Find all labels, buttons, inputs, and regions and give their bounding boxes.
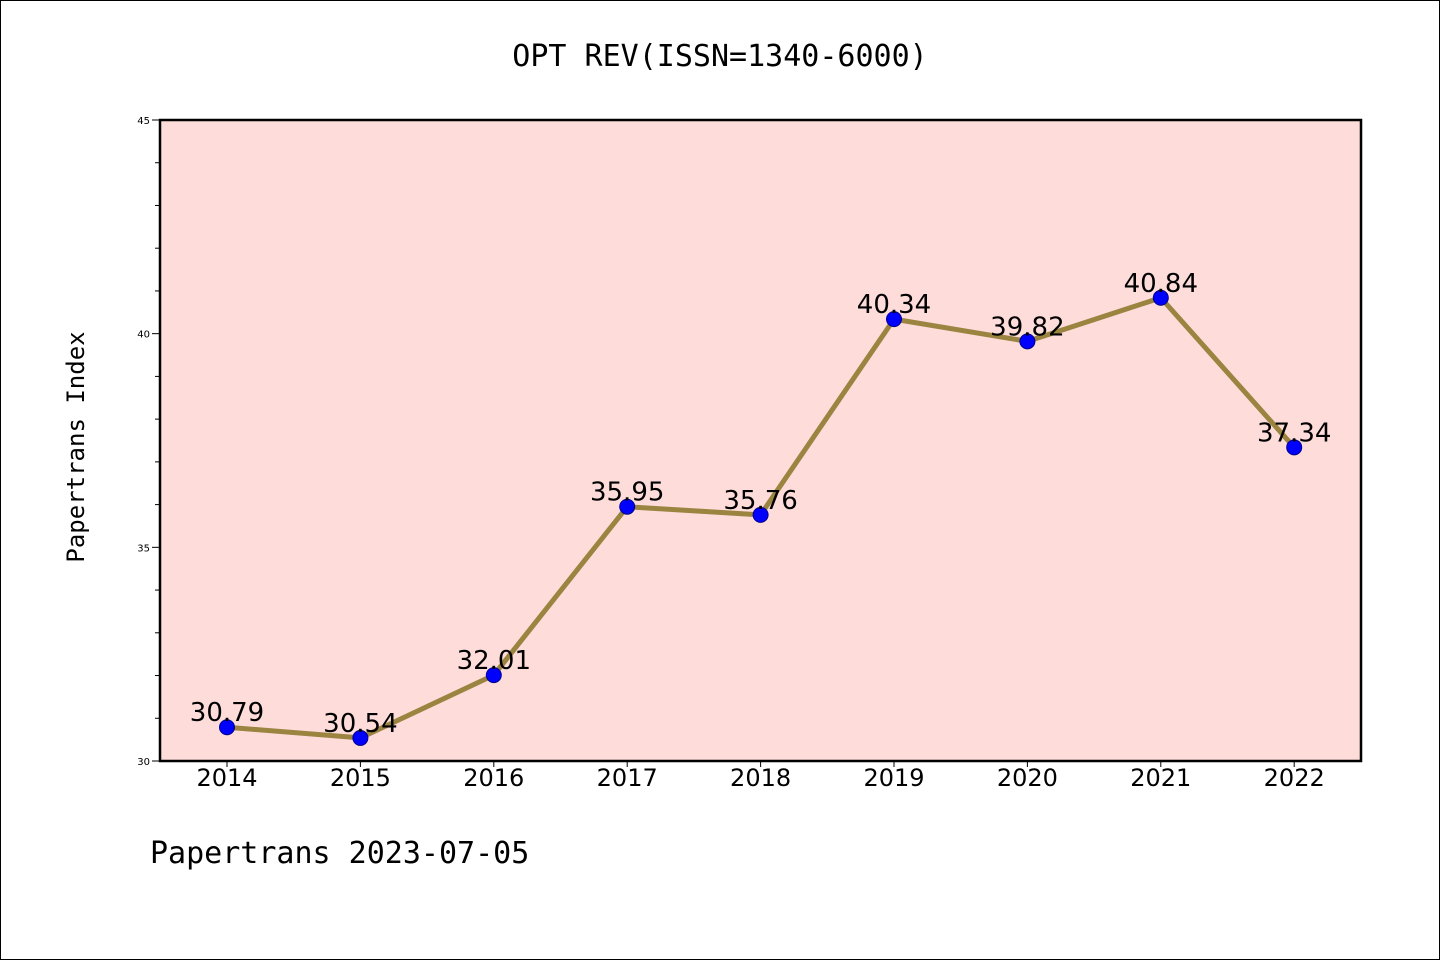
data-label: 37.34 — [1257, 418, 1331, 448]
data-label: 40.34 — [857, 290, 931, 320]
y-tick-label: 35 — [137, 543, 150, 554]
x-tick-label: 2022 — [1264, 764, 1325, 792]
y-tick-label: 40 — [137, 330, 150, 341]
data-label: 40.84 — [1124, 269, 1198, 299]
chart-title: OPT REV(ISSN=1340-6000) — [512, 39, 927, 74]
x-tick-label: 2014 — [196, 764, 257, 792]
y-axis-label: Papertrans Index — [62, 331, 90, 562]
data-label: 30.54 — [323, 709, 397, 739]
y-tick-label: 30 — [137, 757, 150, 768]
plot-border — [158, 118, 1363, 763]
data-point — [1152, 289, 1169, 306]
data-point — [352, 729, 369, 746]
x-tick-label: 2021 — [1130, 764, 1191, 792]
x-tick-label: 2018 — [730, 764, 791, 792]
data-series: 30.79 30.54 32.01 35.95 35.76 40.34 39.82 40.84… — [190, 269, 1331, 746]
x-tick-label: 2020 — [997, 764, 1058, 792]
data-point — [619, 498, 636, 515]
y-axis: 30 35 40 45 — [137, 116, 160, 768]
plot-area — [160, 120, 1361, 761]
data-point — [752, 506, 769, 523]
x-tick-label: 2017 — [597, 764, 658, 792]
data-point — [219, 719, 235, 736]
x-tick-label: 2015 — [330, 764, 391, 792]
data-label: 30.79 — [190, 698, 264, 728]
footer-text: Papertrans 2023-07-05 — [150, 836, 529, 871]
x-tick-label: 2016 — [463, 764, 524, 792]
data-label: 39.82 — [990, 312, 1064, 342]
data-label: 32.01 — [457, 646, 531, 676]
data-label: 35.76 — [723, 486, 797, 516]
data-label: 35.95 — [590, 478, 664, 508]
x-tick-label: 2019 — [863, 764, 924, 792]
data-point — [886, 311, 902, 328]
data-point — [1286, 439, 1303, 456]
y-tick-label: 45 — [137, 116, 150, 127]
data-point — [1019, 333, 1036, 350]
x-axis: 2014 2015 2016 2017 2018 2019 2020 2021 2022 — [196, 761, 1325, 792]
data-point — [485, 667, 502, 684]
